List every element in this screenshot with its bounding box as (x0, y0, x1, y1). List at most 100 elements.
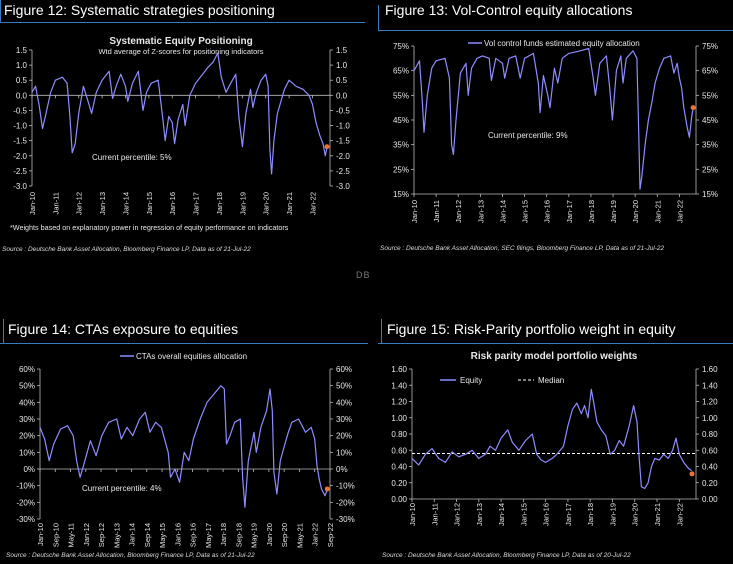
series-line (411, 388, 692, 489)
x-tick-label: Sep-20 (280, 523, 289, 547)
x-tick-label: Jan-16 (173, 523, 182, 546)
x-tick-label: Jan-19 (609, 200, 618, 223)
figure-15-source: Source : Deutsche Bank Asset Allocation,… (382, 552, 631, 559)
figure-13-heading: Figure 13: Vol-Control equity allocation… (385, 2, 633, 18)
y-tick-label-right: 30% (336, 415, 352, 424)
x-tick-label: Jan-10 (28, 192, 37, 215)
x-tick-label: Sep-18 (234, 523, 243, 547)
y-tick-label-left: -30% (16, 515, 35, 524)
y-tick-label-right: 1.00 (702, 414, 718, 423)
x-tick-label: Jan-21 (285, 192, 294, 215)
x-tick-label: Jan-13 (475, 503, 484, 526)
x-tick-label: Jan-17 (564, 503, 573, 526)
chart-subtitle: Wtd average of Z-scores for positioning … (98, 47, 263, 56)
y-tick-label-right: 10% (336, 448, 352, 457)
y-tick-label-right: 75% (702, 42, 718, 51)
x-tick-label: Sep-10 (51, 523, 60, 547)
x-tick-label: Jan-12 (82, 523, 91, 546)
current-value-marker (690, 105, 696, 111)
series-line (31, 52, 328, 175)
y-tick-label-right: 1.40 (702, 381, 718, 390)
x-tick-label: Sep-12 (97, 523, 106, 547)
x-tick-label: May-21 (295, 523, 304, 548)
figure-14-source: Source : Deutsche Bank Asset Allocation,… (6, 552, 255, 559)
x-tick-label: Jan-22 (308, 192, 317, 215)
y-tick-label-left: -2.0 (13, 152, 27, 161)
x-tick-label: Jan-13 (476, 200, 485, 223)
y-tick-label-right: -10% (336, 482, 355, 491)
x-tick-label: Sep-14 (143, 523, 152, 547)
x-tick-label: Jan-11 (51, 192, 60, 214)
x-tick-label: Jan-21 (653, 200, 662, 223)
figure-14-panel: Figure 14: CTAs exposure to equities 60%… (0, 317, 368, 564)
y-tick-label-right: 0.80 (702, 430, 718, 439)
y-tick-label-left: 35% (393, 141, 409, 150)
figure-13-rule (378, 30, 733, 31)
y-tick-label-right: 60% (336, 365, 352, 374)
figure-15-panel: Figure 15: Risk-Parity portfolio weight … (378, 317, 733, 564)
series-line (413, 47, 694, 190)
watermark: DB (356, 270, 371, 280)
y-tick-label-right: 15% (702, 190, 718, 199)
y-tick-label-right: -30% (336, 515, 355, 524)
legend-label-equity: Equity (460, 376, 482, 385)
series-line (39, 385, 329, 508)
percentile-annotation: Current percentile: 9% (488, 131, 568, 140)
y-tick-label-left: -2.5 (13, 167, 27, 176)
y-tick-label-left: 0.80 (391, 430, 407, 439)
y-tick-label-left: -1.5 (13, 137, 27, 146)
x-tick-label: Jan-22 (675, 200, 684, 223)
x-tick-label: Jan-18 (587, 200, 596, 223)
x-tick-label: Jan-11 (430, 503, 439, 525)
y-tick-label-left: -3.0 (13, 182, 27, 191)
y-tick-label-right: 40% (336, 398, 352, 407)
y-tick-label-left: -20% (16, 498, 35, 507)
y-tick-label-right: 0.5 (336, 76, 348, 85)
figure-12-chart: 1.5 1.5 1.0 1.0 0.5 0.5 0.0 0.0 -0.5 -0.5 -1.0 -1.0… (10, 36, 350, 232)
chart-title: Systematic Equity Positioning (109, 36, 252, 47)
figure-15-heading: Figure 15: Risk-Parity portfolio weight … (387, 321, 676, 337)
y-tick-label-right: -2.0 (336, 152, 350, 161)
y-tick-label-left: 1.5 (16, 46, 28, 55)
y-tick-label-right: 1.60 (702, 365, 718, 374)
x-tick-label: Jan-12 (75, 192, 84, 215)
figure-12-heading: Figure 12: Systematic strategies positio… (4, 2, 275, 18)
x-tick-label: Jan-19 (238, 192, 247, 215)
figure-14-rule (0, 343, 368, 344)
y-tick-label-right: 0.40 (702, 463, 718, 472)
y-tick-label-right: -2.5 (336, 167, 350, 176)
x-tick-label: Jan-17 (192, 192, 201, 215)
y-tick-label-left: 1.60 (391, 365, 407, 374)
y-tick-label-right: 0.00 (702, 495, 718, 504)
y-tick-label-left: 65% (393, 67, 409, 76)
x-tick-label: Jan-18 (215, 192, 224, 215)
x-tick-label: Jan-11 (432, 200, 441, 222)
x-tick-label: Jan-10 (36, 523, 45, 546)
y-tick-label-left: 75% (393, 42, 409, 51)
y-tick-label-left: 45% (393, 116, 409, 125)
chart-title: Risk parity model portfolio weights (471, 351, 638, 362)
y-tick-label-right: 0.20 (702, 479, 718, 488)
figure-15-rule (378, 343, 733, 344)
figure-12-rule (0, 22, 365, 23)
x-tick-label: Jan-12 (453, 503, 462, 526)
x-tick-label: Jan-15 (521, 200, 530, 223)
y-tick-label-left: 0.00 (391, 495, 407, 504)
y-tick-label-left: 0.20 (391, 479, 407, 488)
y-tick-label-right: 45% (702, 116, 718, 125)
y-tick-label-left: 20% (19, 432, 35, 441)
x-tick-label: Jan-14 (121, 192, 130, 215)
x-tick-label: Sep-22 (326, 523, 335, 547)
y-tick-label-right: -0.5 (336, 106, 350, 115)
y-tick-label-right: 25% (702, 165, 718, 174)
y-tick-label-right: 35% (702, 141, 718, 150)
x-tick-label: Jan-20 (265, 523, 274, 546)
y-tick-label-left: 0.60 (391, 446, 407, 455)
y-tick-label-left: -1.0 (13, 122, 27, 131)
y-tick-label-right: 0.0 (336, 91, 348, 100)
y-tick-label-right: 1.20 (702, 398, 718, 407)
y-tick-label-left: 25% (393, 165, 409, 174)
y-tick-label-left: 0.40 (391, 463, 407, 472)
figure-14-heading: Figure 14: CTAs exposure to equities (8, 321, 239, 337)
x-tick-label: May-13 (112, 523, 121, 548)
